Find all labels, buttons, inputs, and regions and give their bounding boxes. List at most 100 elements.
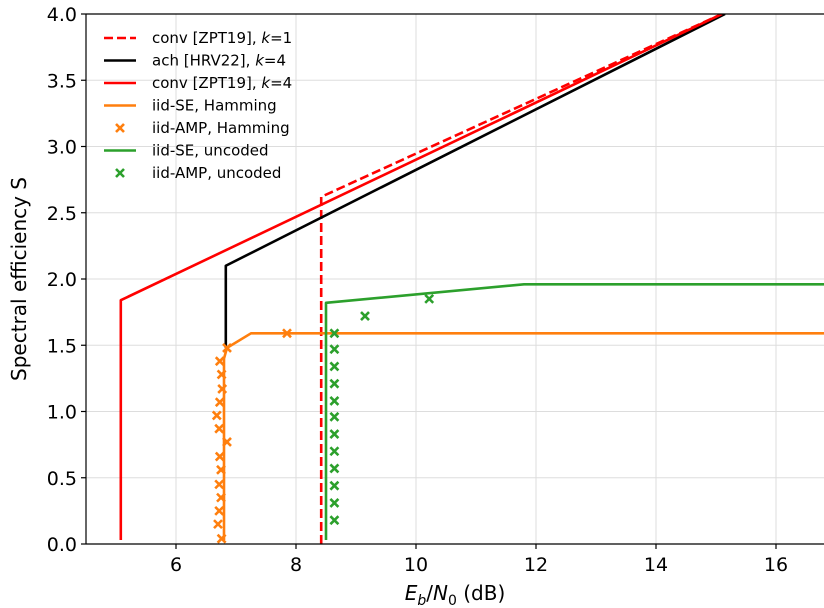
series-line (119, 14, 723, 541)
x-axis-label-part: N (433, 581, 448, 605)
data-point-marker (329, 411, 340, 422)
x-axis-label-part: b (417, 593, 426, 608)
y-tick-label: 1.0 (47, 402, 77, 424)
x-tick-label: 14 (644, 554, 668, 576)
y-axis-label: Spectral efficiency S (7, 177, 31, 381)
legend-label: iid-AMP, Hamming (152, 119, 290, 137)
x-tick-label: 6 (170, 554, 182, 576)
marker-stroke (216, 492, 226, 503)
legend-entry: iid-SE, Hamming (104, 97, 277, 115)
x-axis-label-part: 0 (448, 593, 457, 608)
x-axis-label-part: / (426, 581, 433, 605)
marker-stroke (329, 378, 340, 389)
data-point-marker (282, 328, 292, 339)
data-point-marker (222, 342, 232, 353)
legend-label-text: iid-SE, uncoded (152, 142, 269, 160)
legend-label-text: conv [ZPT19], (152, 29, 261, 47)
y-tick-label: 2.5 (47, 203, 77, 225)
marker-stroke (214, 479, 225, 490)
y-tick-label: 1.5 (47, 335, 77, 357)
data-point-marker (216, 464, 226, 475)
legend-label-italic: k (261, 74, 271, 92)
legend-label: ach [HRV22], k=4 (152, 52, 286, 70)
legend-label: iid-AMP, uncoded (152, 164, 281, 182)
legend-label-italic: k (255, 52, 265, 70)
legend-label-suffix: =4 (270, 74, 292, 92)
marker-stroke (216, 464, 226, 475)
legend-entry: ach [HRV22], k=4 (104, 52, 286, 70)
data-point-marker (329, 429, 340, 439)
legend-label-text: conv [ZPT19], (152, 74, 261, 92)
data-point-marker (329, 498, 340, 508)
data-point-marker (214, 479, 225, 490)
x-tick-label: 8 (290, 554, 302, 576)
marker-stroke (216, 369, 227, 380)
marker-stroke (329, 328, 340, 339)
legend-label-italic: k (261, 29, 271, 47)
data-point-marker (216, 533, 227, 544)
legend-entry: iid-SE, uncoded (104, 142, 269, 160)
data-point-marker (329, 515, 340, 526)
legend-marker (115, 168, 125, 178)
y-tick-label: 3.5 (47, 70, 77, 92)
plot-area (119, 14, 824, 544)
marker-stroke (329, 463, 340, 474)
marker-stroke (213, 519, 223, 530)
data-point-marker (360, 311, 370, 322)
data-point-marker (222, 437, 232, 447)
series-line (319, 14, 723, 544)
series-line (222, 332, 824, 541)
legend-entry: iid-AMP, Hamming (115, 119, 290, 137)
marker-stroke (329, 498, 340, 508)
legend-label-suffix: =4 (264, 52, 286, 70)
marker-stroke (282, 328, 292, 339)
legend-label-text: iid-AMP, Hamming (152, 119, 290, 137)
marker-stroke (222, 342, 232, 353)
legend-label-text: ach [HRV22], (152, 52, 255, 70)
data-point-marker (214, 356, 225, 367)
marker-stroke (329, 480, 340, 491)
marker-stroke (214, 423, 225, 434)
series-line (224, 14, 726, 348)
marker-stroke (424, 293, 435, 304)
data-point-marker (329, 480, 340, 491)
data-point-marker (329, 328, 340, 339)
y-tick-label: 0.0 (47, 534, 77, 556)
data-point-marker (214, 505, 225, 516)
marker-stroke (222, 437, 232, 447)
legend-entry: iid-AMP, uncoded (115, 164, 281, 182)
data-point-marker (329, 395, 340, 406)
y-tick-label: 4.0 (47, 4, 77, 26)
x-axis-label-part: (dB) (457, 581, 505, 605)
data-point-marker (214, 397, 225, 408)
ticks: 6 8 10 12 14 16 0.0 0.5 1.0 1.5 2.0 2.5 3.0 3.5 4.0 (47, 4, 788, 576)
y-tick-label: 0.5 (47, 468, 77, 490)
legend-marker (115, 123, 125, 133)
x-tick-label: 12 (524, 554, 548, 576)
legend-label-text: iid-SE, Hamming (152, 97, 277, 115)
marker-stroke (329, 411, 340, 422)
marker-stroke (214, 451, 225, 462)
x-axis-label-part: E (405, 581, 418, 605)
marker-stroke (329, 344, 340, 355)
marker-stroke (329, 361, 340, 372)
x-axis-label: Eb/N0 (dB) (405, 581, 506, 608)
data-point-marker (329, 378, 340, 389)
data-point-marker (329, 361, 340, 372)
data-point-marker (329, 463, 340, 474)
legend-label: iid-SE, uncoded (152, 142, 269, 160)
x-tick-label: 16 (764, 554, 788, 576)
marker-stroke (211, 410, 222, 421)
marker-stroke (329, 395, 340, 406)
data-point-marker (216, 369, 227, 380)
data-point-marker (213, 519, 223, 530)
marker-stroke (214, 397, 225, 408)
data-point-marker (329, 446, 340, 457)
y-tick-label: 2.0 (47, 269, 77, 291)
marker-stroke (329, 429, 340, 439)
x-tick-label: 10 (404, 554, 428, 576)
marker-stroke (217, 384, 228, 394)
data-point-marker (424, 293, 435, 304)
legend-label: conv [ZPT19], k=4 (152, 74, 292, 92)
